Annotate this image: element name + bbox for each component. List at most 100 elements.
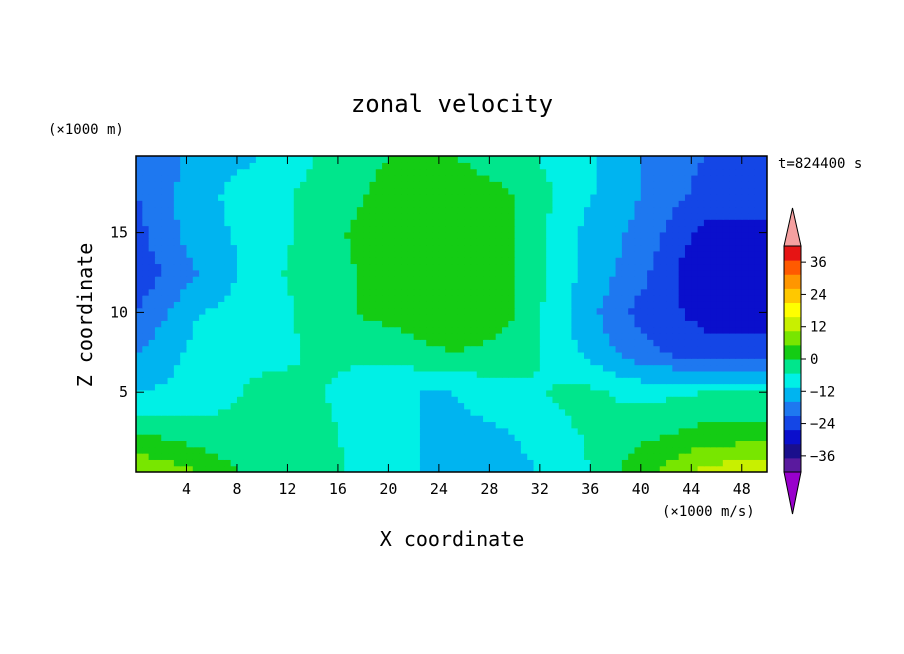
field-cell [640, 358, 648, 366]
field-cell [533, 250, 541, 258]
field-cell [312, 181, 320, 189]
field-cell [173, 269, 181, 277]
field-cell [356, 332, 364, 340]
field-cell [703, 465, 711, 472]
field-cell [684, 231, 692, 239]
field-cell [331, 187, 339, 195]
field-cell [527, 440, 535, 448]
field-cell [230, 269, 238, 277]
field-cell [457, 459, 465, 467]
field-cell [735, 434, 743, 441]
field-cell [344, 244, 352, 252]
field-cell [167, 396, 175, 404]
field-cell [318, 440, 326, 448]
field-cell [584, 332, 591, 340]
field-cell [306, 377, 314, 385]
field-cell [640, 276, 648, 283]
field-cell [590, 225, 598, 233]
field-cell [508, 351, 516, 359]
field-cell [148, 282, 156, 290]
field-cell [344, 389, 352, 397]
field-cell [508, 288, 516, 296]
field-cell [369, 396, 377, 404]
field-cell [369, 370, 377, 378]
field-cell [691, 187, 699, 195]
field-cell [457, 187, 465, 195]
field-cell [375, 295, 383, 302]
field-cell [401, 212, 408, 220]
field-cell [584, 212, 591, 220]
field-cell [710, 269, 718, 277]
field-cell [659, 168, 667, 176]
field-cell [628, 269, 636, 277]
field-cell [438, 288, 446, 296]
field-cell [401, 276, 408, 283]
field-cell [615, 307, 623, 315]
field-cell [262, 168, 270, 176]
field-cell [142, 351, 150, 359]
field-cell [142, 377, 150, 385]
field-cell [438, 408, 446, 416]
field-cell [590, 181, 598, 189]
field-cell [634, 465, 642, 472]
field-cell [154, 314, 162, 321]
field-cell [640, 250, 648, 258]
field-cell [495, 219, 503, 227]
field-cell [445, 370, 453, 378]
field-cell [180, 370, 188, 378]
field-cell [552, 276, 560, 283]
field-cell [180, 244, 188, 252]
field-cell [710, 427, 718, 435]
field-cell [464, 320, 472, 328]
field-cell [331, 421, 339, 429]
field-cell [495, 257, 503, 265]
field-cell [716, 219, 724, 227]
field-cell [602, 415, 610, 423]
field-cell [236, 263, 244, 271]
field-cell [369, 200, 377, 208]
field-cell [419, 156, 427, 163]
field-cell [211, 231, 219, 239]
field-cell [527, 332, 535, 340]
field-cell [684, 200, 692, 208]
field-cell [186, 257, 194, 265]
field-cell [318, 168, 326, 176]
field-cell [312, 389, 320, 397]
field-cell [476, 415, 484, 423]
field-cell [470, 465, 478, 472]
field-cell [154, 212, 162, 220]
field-cell [243, 276, 251, 283]
field-cell [407, 427, 415, 435]
field-cell [363, 168, 371, 176]
field-cell [527, 301, 535, 309]
field-cell [621, 415, 629, 423]
field-cell [350, 465, 358, 472]
field-cell [678, 206, 686, 214]
field-cell [192, 288, 200, 296]
field-cell [457, 370, 465, 378]
field-cell [312, 238, 320, 246]
field-cell [230, 453, 238, 460]
field-cell [710, 282, 718, 290]
field-cell [653, 415, 661, 423]
field-cell [716, 339, 724, 347]
field-cell [647, 314, 655, 321]
field-cell [186, 162, 194, 170]
field-cell [653, 225, 661, 233]
field-cell [754, 421, 762, 429]
field-cell [218, 206, 225, 214]
field-cell [684, 301, 692, 309]
field-cell [703, 276, 711, 283]
field-cell [697, 282, 705, 290]
field-cell [243, 459, 251, 467]
field-cell [539, 257, 547, 265]
field-cell [236, 408, 244, 416]
field-cell [609, 434, 617, 441]
field-cell [249, 307, 257, 315]
field-cell [684, 288, 692, 296]
field-cell [180, 351, 188, 359]
field-cell [584, 162, 591, 170]
field-cell [192, 408, 200, 416]
field-cell [375, 396, 383, 404]
field-cell [401, 282, 408, 290]
